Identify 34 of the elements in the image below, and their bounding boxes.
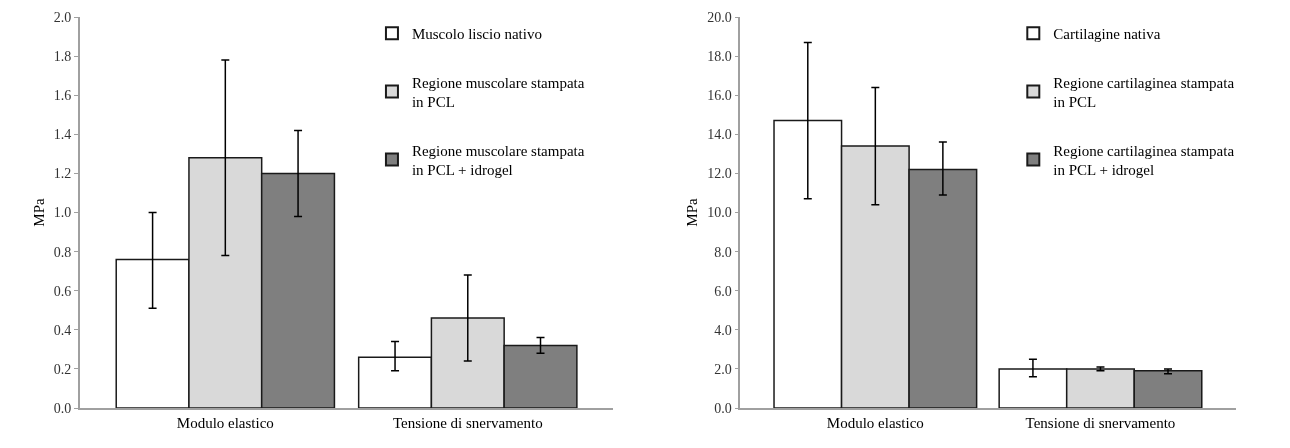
y-tick-label: 1.2 <box>53 166 72 182</box>
y-tick-label: 0.0 <box>53 400 72 416</box>
y-tick-label: 1.0 <box>53 205 72 221</box>
y-tick-label: 0.0 <box>714 400 732 416</box>
x-tick-label: Modulo elastico <box>176 414 274 431</box>
y-tick-label: 6.0 <box>714 283 732 299</box>
y-tick-label: 10.0 <box>707 205 732 221</box>
x-tick-label: Tensione di snervamento <box>1025 414 1176 431</box>
legend-label: Regione muscolare stampata in PCL <box>411 74 585 111</box>
legend-label: Regione cartilaginea stampata in PCL + idrogel <box>1053 142 1235 179</box>
y-tick-label: 0.2 <box>53 361 72 377</box>
y-axis-title: MPa <box>30 197 47 227</box>
legend-label: Cartilagine nativa <box>1053 26 1161 43</box>
y-tick-label: 8.0 <box>714 244 732 260</box>
x-tick-label: Tensione di snervamento <box>392 414 543 431</box>
y-tick-label: 1.8 <box>53 49 72 64</box>
legend-label: Regione cartilaginea stampata in PCL <box>1053 74 1235 111</box>
y-tick-label: 2.0 <box>53 9 72 25</box>
y-tick-label: 2.0 <box>714 361 732 377</box>
y-tick-label: 1.4 <box>53 127 72 143</box>
y-tick-label: 12.0 <box>707 166 732 182</box>
legend-label: Muscolo liscio nativo <box>411 26 542 43</box>
y-tick-label: 0.4 <box>53 322 72 338</box>
legend-label: Regione muscolare stampata in PCL + idrogel <box>411 142 585 179</box>
y-axis-title: MPa <box>683 197 700 227</box>
y-tick-label: 0.8 <box>53 244 72 260</box>
y-tick-label: 20.0 <box>707 9 732 25</box>
y-tick-label: 4.0 <box>714 322 732 338</box>
y-tick-label: 14.0 <box>707 127 732 143</box>
y-tick-label: 0.6 <box>53 283 72 299</box>
y-tick-label: 1.6 <box>53 88 72 104</box>
x-tick-label: Modulo elastico <box>826 414 924 431</box>
y-tick-label: 18.0 <box>707 49 732 64</box>
y-tick-label: 16.0 <box>707 88 732 104</box>
